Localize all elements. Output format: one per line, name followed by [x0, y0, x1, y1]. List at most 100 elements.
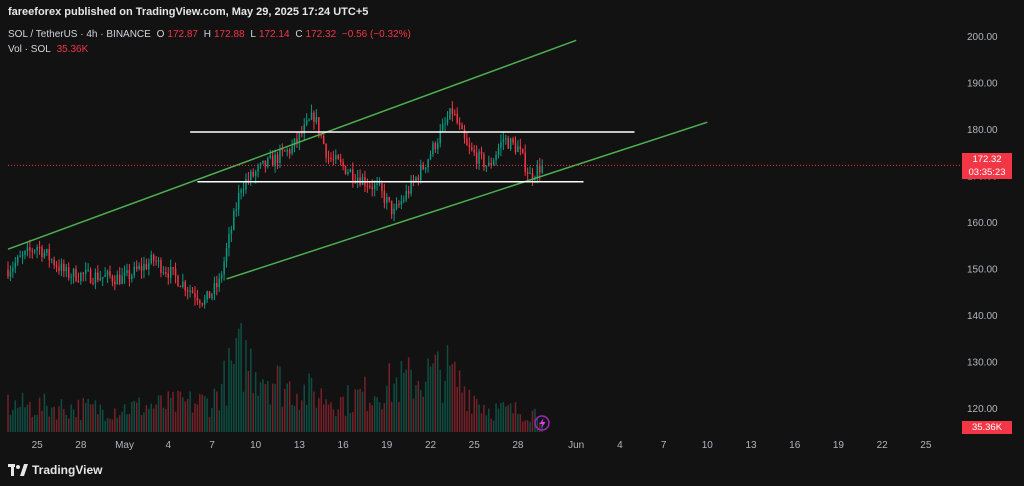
volume-bar: [308, 373, 310, 432]
candle: [41, 245, 43, 262]
volume-bar: [378, 402, 381, 432]
volume-bar: [471, 413, 473, 432]
candle: [310, 104, 313, 121]
tradingview-footer[interactable]: TradingView: [8, 463, 102, 477]
candle: [313, 110, 315, 130]
candle: [480, 146, 483, 160]
volume-bar: [184, 401, 187, 432]
volume-bar: [526, 420, 529, 432]
volume-bar: [21, 392, 24, 432]
candle: [424, 166, 427, 174]
volume-bar: [169, 397, 172, 432]
volume-bar: [211, 407, 213, 432]
candle: [82, 271, 85, 282]
high-label: H: [203, 29, 211, 40]
candle: [271, 150, 274, 167]
candle: [9, 265, 12, 282]
volume-bar: [216, 391, 218, 432]
volume-bar: [242, 391, 245, 432]
volume-bar: [138, 397, 140, 432]
candle: [24, 250, 26, 260]
candle: [332, 150, 335, 166]
candle: [16, 254, 19, 266]
volume-bar: [291, 404, 293, 432]
volume-bar: [478, 404, 480, 432]
volume-bar: [298, 409, 301, 432]
candle: [420, 159, 422, 184]
volume-bar: [332, 409, 335, 432]
time-tick-label: 13: [745, 440, 757, 451]
volume-bar: [463, 386, 466, 432]
candle: [213, 276, 216, 301]
volume-bar: [77, 399, 80, 432]
volume-bar: [38, 397, 41, 432]
candle: [286, 147, 288, 157]
volume-bar: [41, 410, 43, 432]
volume-bar: [106, 418, 109, 432]
time-tick-label: 25: [469, 440, 481, 451]
candle: [155, 255, 157, 266]
candle: [412, 174, 415, 187]
volume-bars: [7, 323, 543, 432]
candle: [354, 174, 356, 185]
volume-bar: [279, 366, 281, 432]
volume-bar: [36, 414, 38, 432]
volume-bar: [65, 414, 68, 432]
volume-label[interactable]: Vol · SOL: [8, 44, 51, 55]
candle: [264, 160, 267, 173]
candlesticks: [7, 101, 543, 309]
channel-lower-line[interactable]: [226, 121, 708, 280]
volume-bar: [140, 415, 143, 432]
candle: [201, 302, 204, 307]
volume-bar: [505, 406, 507, 432]
candle: [288, 147, 291, 159]
candle: [94, 268, 97, 290]
volume-bar: [330, 402, 332, 432]
volume-bar: [422, 396, 424, 432]
price-tick-label: 190.00: [967, 79, 998, 90]
time-tick-label: 28: [75, 440, 87, 451]
volume-bar: [517, 413, 519, 432]
volume-bar: [393, 383, 395, 432]
candle: [432, 140, 434, 157]
channel-upper-line[interactable]: [7, 39, 577, 250]
candle: [381, 180, 383, 199]
price-axis[interactable]: 120.00130.00140.00150.00160.00170.00180.…: [967, 32, 998, 415]
volume-legend[interactable]: Vol · SOL 35.36K: [8, 44, 91, 55]
candle: [451, 101, 454, 122]
time-axis[interactable]: 25 28 May 4 7 10 13 16 19 22 25 28 Jun 4 7 10 13 16 19 22 25: [32, 440, 932, 451]
volume-bar: [497, 408, 500, 432]
candle: [303, 118, 305, 140]
candle: [247, 172, 250, 185]
volume-bar: [514, 402, 517, 432]
volume-bar: [118, 415, 121, 432]
volume-bar: [148, 408, 150, 432]
candle: [235, 202, 238, 217]
volume-bar: [150, 403, 153, 432]
candle: [111, 274, 114, 287]
volume-bar: [225, 405, 228, 432]
volume-bar: [337, 409, 339, 432]
lightning-icon[interactable]: [534, 415, 550, 431]
drawings[interactable]: [7, 39, 708, 280]
candle: [104, 267, 106, 278]
candle: [186, 286, 189, 300]
candle: [191, 287, 194, 294]
candle: [77, 272, 80, 283]
volume-bar: [264, 384, 267, 432]
volume-bar: [536, 418, 539, 432]
candle: [208, 291, 211, 299]
volume-bar: [349, 413, 352, 432]
candle: [463, 124, 466, 144]
candle: [488, 155, 490, 167]
high-value: 172.88: [214, 29, 245, 40]
symbol-title[interactable]: SOL / TetherUS · 4h · BINANCE: [8, 29, 151, 40]
candle: [58, 259, 60, 275]
volume-bar: [388, 363, 390, 432]
volume-bar: [63, 409, 65, 432]
candle: [276, 151, 279, 170]
volume-bar: [111, 419, 114, 432]
volume-bar: [313, 391, 315, 432]
